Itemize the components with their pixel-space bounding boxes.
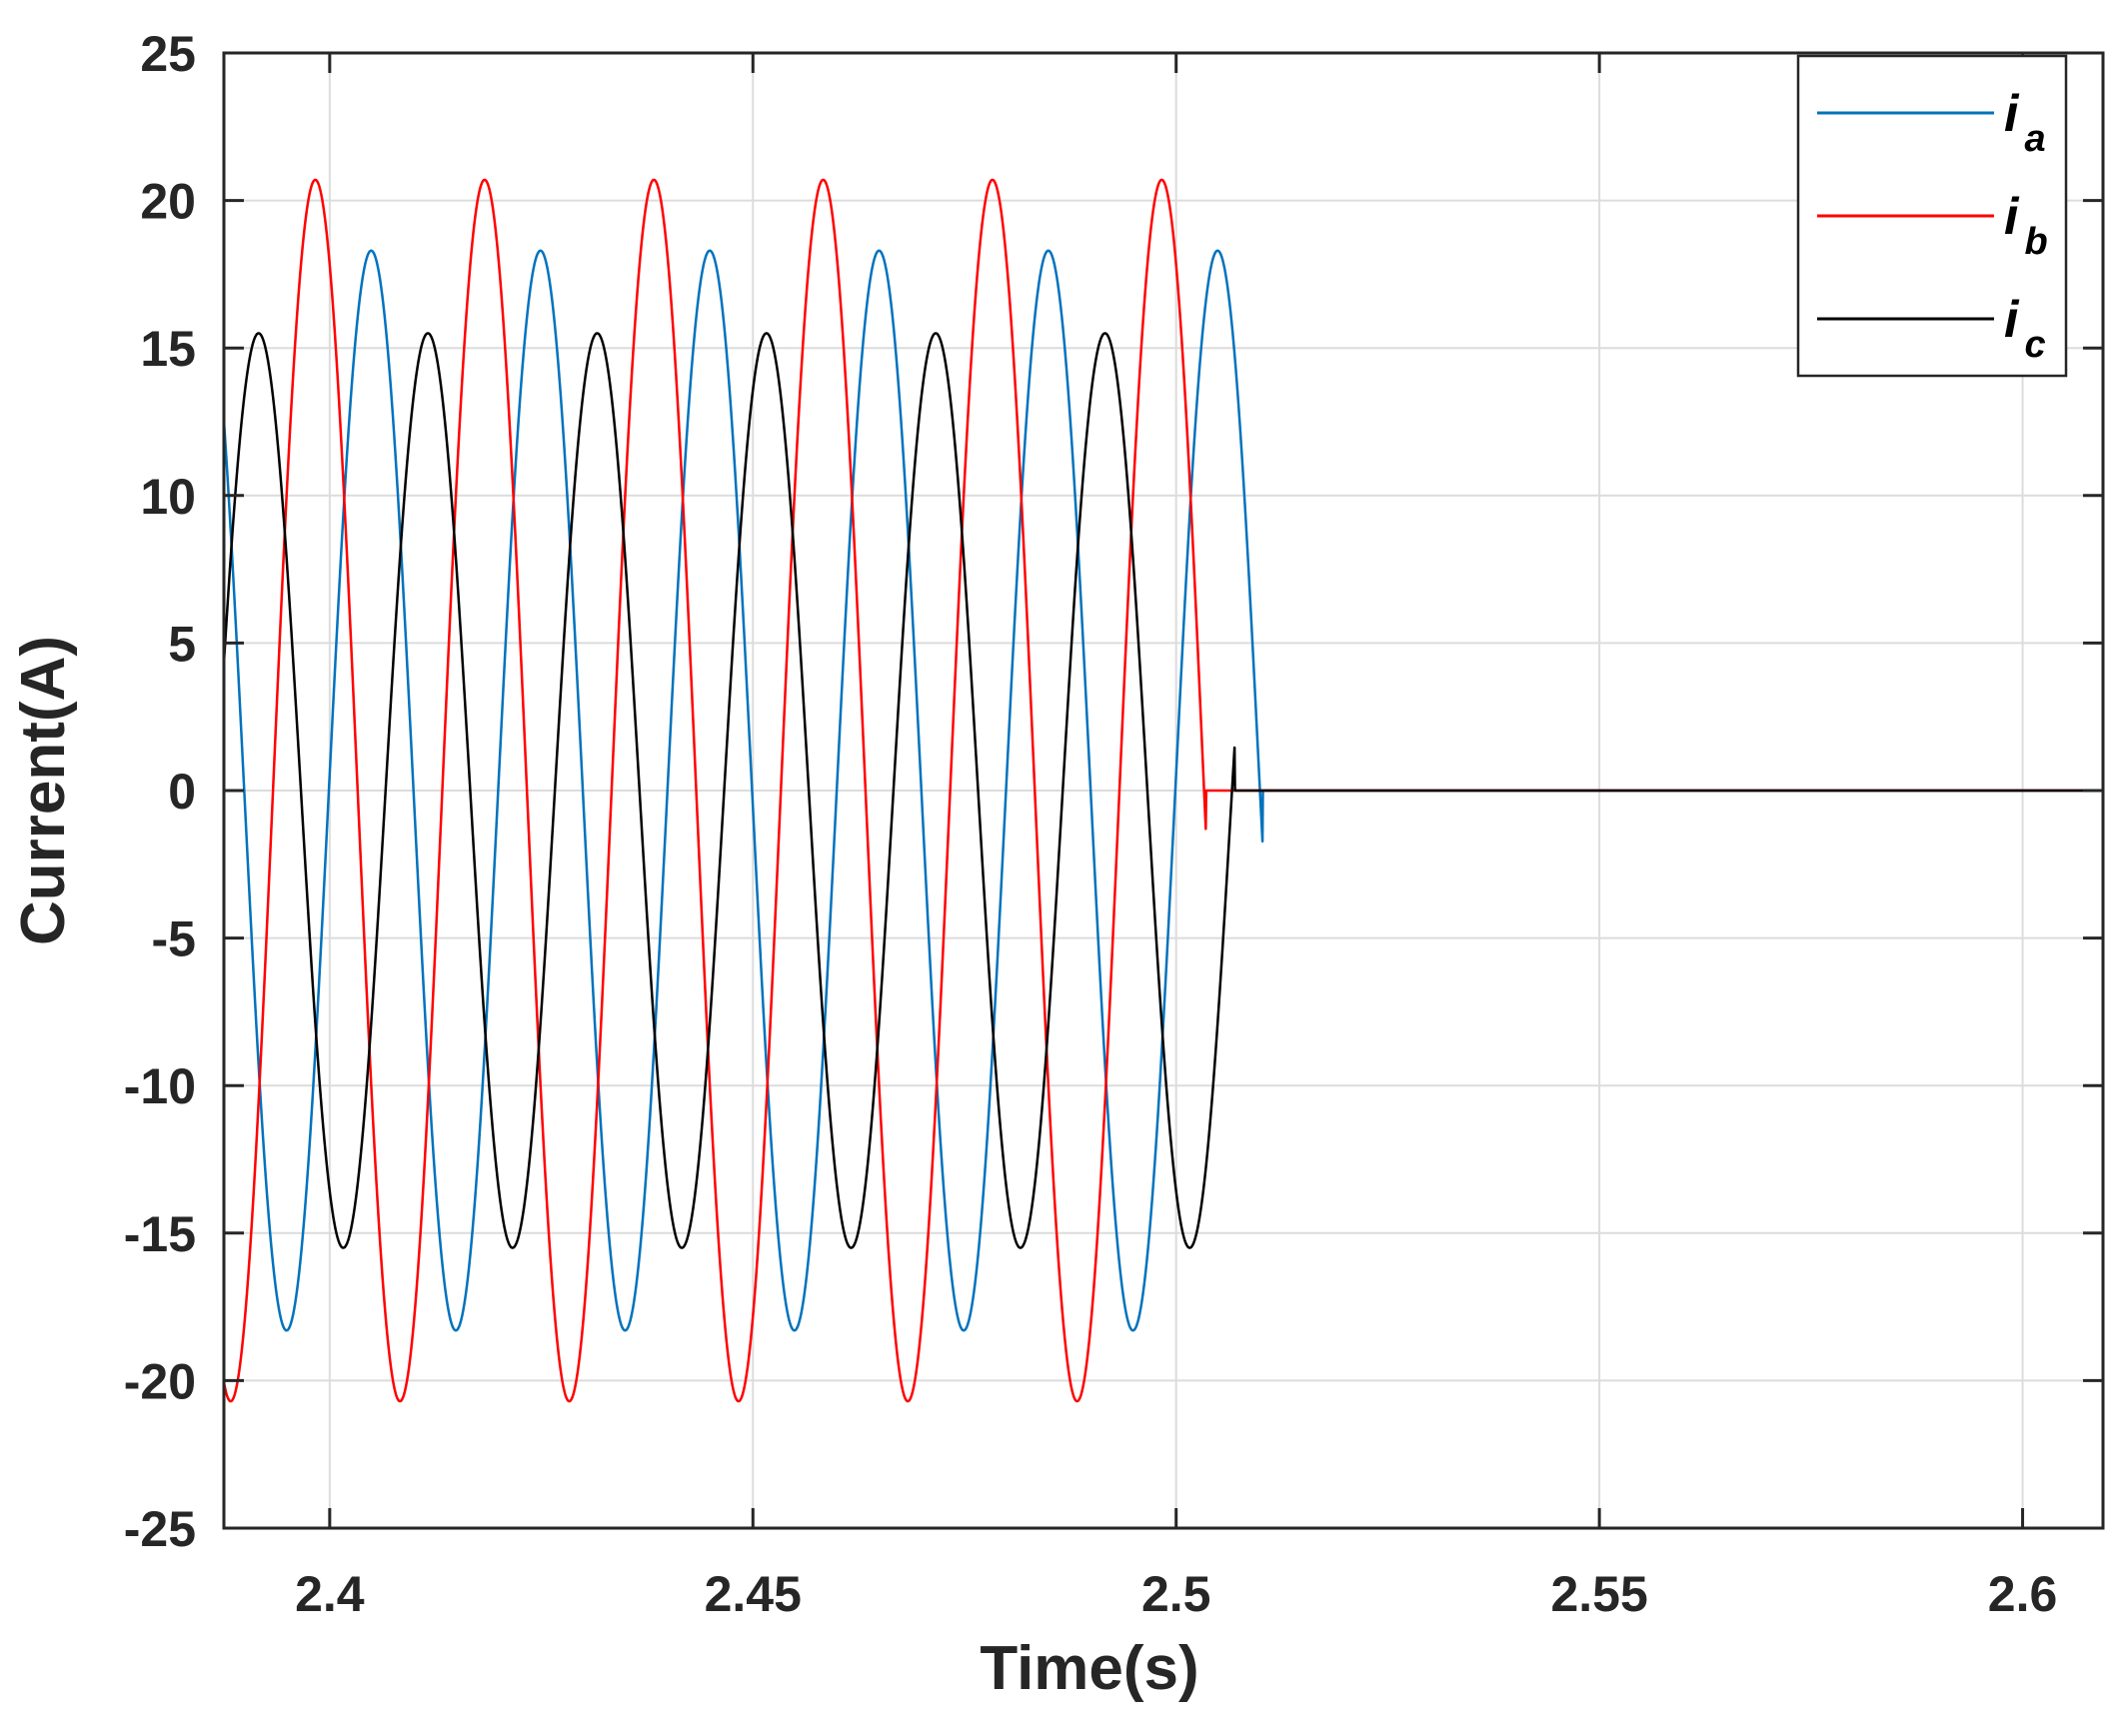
y-tick-label: -25 [124, 1501, 196, 1557]
y-tick-label: 10 [140, 469, 196, 525]
y-tick-label: 20 [140, 174, 196, 230]
y-tick-label: 15 [140, 321, 196, 377]
x-axis-title: Time(s) [980, 1634, 1198, 1703]
series-line-c [222, 332, 2104, 1249]
y-tick-label: 5 [168, 616, 196, 672]
plot-lines [222, 178, 2104, 1403]
tick-labels: 2.4 2.45 2.5 2.55 2.6 25 20 15 10 5 0 -5 -10 -15 -20 -2… [124, 26, 2058, 1622]
y-tick-label: -20 [124, 1353, 196, 1409]
y-tick-label: 0 [168, 764, 196, 820]
y-axis-title: Current(A) [9, 636, 78, 945]
x-tick-label: 2.6 [1988, 1566, 2058, 1622]
legend: i ai bi c [1796, 54, 2068, 378]
ticks [224, 51, 2103, 1530]
x-tick-label: 2.45 [705, 1566, 802, 1622]
x-tick-label: 2.55 [1550, 1566, 1647, 1622]
y-tick-label: -15 [124, 1206, 196, 1262]
y-tick-label: 25 [140, 26, 196, 82]
y-tick-label: -10 [124, 1058, 196, 1114]
x-tick-label: 2.5 [1141, 1566, 1211, 1622]
y-tick-label: -5 [152, 911, 196, 967]
x-tick-label: 2.4 [295, 1566, 365, 1622]
